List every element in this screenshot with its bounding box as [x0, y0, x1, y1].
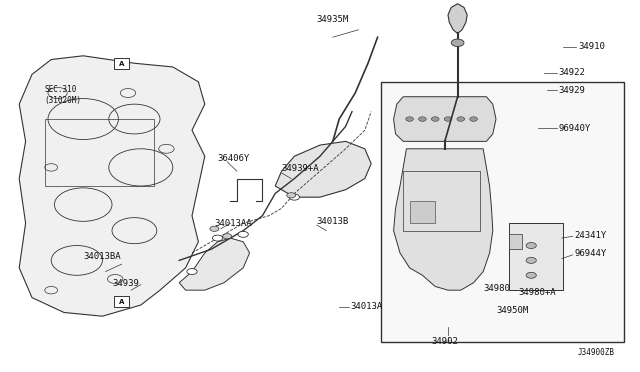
Circle shape	[287, 193, 296, 198]
Text: 34013AA: 34013AA	[214, 219, 252, 228]
Text: 36406Y: 36406Y	[218, 154, 250, 163]
Polygon shape	[394, 97, 496, 141]
Circle shape	[451, 39, 464, 46]
Text: 34922: 34922	[558, 68, 585, 77]
Circle shape	[526, 243, 536, 248]
Circle shape	[210, 226, 219, 231]
Bar	[403, 171, 480, 231]
Text: (31020M): (31020M)	[45, 96, 82, 105]
Circle shape	[444, 117, 452, 121]
Text: 96940Y: 96940Y	[558, 124, 590, 133]
Text: 34013A: 34013A	[351, 302, 383, 311]
Polygon shape	[179, 238, 250, 290]
Text: J34900ZB: J34900ZB	[577, 348, 614, 357]
Polygon shape	[448, 4, 467, 33]
Bar	[381, 82, 624, 342]
Text: 96944Y: 96944Y	[575, 249, 607, 258]
Text: 24341Y: 24341Y	[575, 231, 607, 240]
Text: 34939+A: 34939+A	[282, 164, 319, 173]
Bar	[114, 58, 129, 69]
Circle shape	[187, 269, 197, 275]
Text: 34013BA: 34013BA	[83, 252, 121, 261]
Circle shape	[526, 272, 536, 278]
Text: 34902: 34902	[431, 337, 458, 346]
Text: 34939: 34939	[112, 279, 139, 288]
Circle shape	[431, 117, 439, 121]
Bar	[410, 201, 435, 223]
Polygon shape	[394, 149, 493, 290]
Circle shape	[289, 194, 300, 200]
Circle shape	[223, 234, 232, 239]
Bar	[509, 223, 563, 290]
Polygon shape	[275, 141, 371, 197]
Bar	[114, 296, 129, 307]
Bar	[509, 234, 522, 249]
Text: A: A	[119, 299, 124, 305]
Bar	[45, 119, 154, 186]
Text: A: A	[119, 61, 124, 67]
Text: 34929: 34929	[558, 86, 585, 94]
Circle shape	[238, 231, 248, 237]
Circle shape	[419, 117, 426, 121]
Text: SEC.310: SEC.310	[45, 85, 77, 94]
Circle shape	[406, 117, 413, 121]
Circle shape	[526, 257, 536, 263]
Circle shape	[212, 235, 223, 241]
Text: 34013B: 34013B	[317, 217, 349, 226]
Polygon shape	[19, 56, 205, 316]
Text: 34980: 34980	[483, 284, 510, 293]
Circle shape	[470, 117, 477, 121]
Text: 34935M: 34935M	[317, 15, 349, 24]
Circle shape	[457, 117, 465, 121]
Text: 34950M: 34950M	[496, 306, 528, 315]
Text: 34910: 34910	[578, 42, 605, 51]
Text: 34980+A: 34980+A	[518, 288, 556, 297]
